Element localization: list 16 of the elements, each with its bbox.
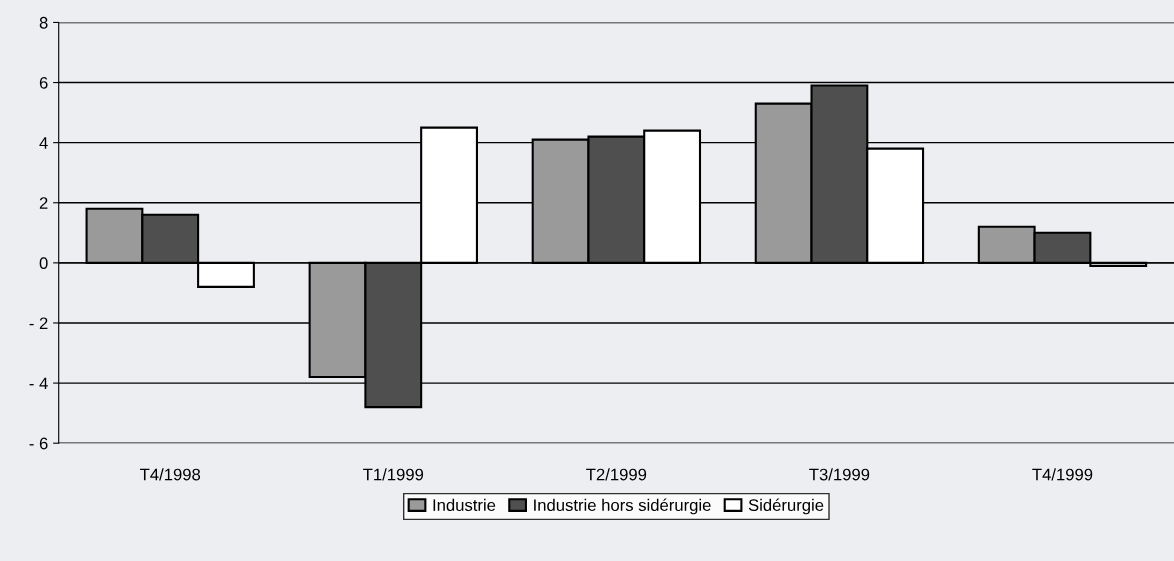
legend-label: Industrie hors sidérurgie xyxy=(534,498,711,515)
y-tick-label: 0 xyxy=(39,257,48,270)
x-tick-label: T1/1999 xyxy=(363,468,424,481)
y-tick-label: - 4 xyxy=(29,377,48,390)
y-tick-label: - 2 xyxy=(29,317,48,330)
y-tick-label: 2 xyxy=(39,197,48,209)
y-tick-label: - 6 xyxy=(29,437,48,450)
y-tick-label: 6 xyxy=(39,76,48,89)
legend-label: Sidérurgie xyxy=(748,498,824,515)
y-tick-label: 8 xyxy=(39,16,48,29)
y-tick-label: 4 xyxy=(39,137,48,149)
x-tick-label: T3/1999 xyxy=(809,468,870,481)
x-tick-label: T4/1998 xyxy=(140,468,201,481)
x-tick-label: T2/1999 xyxy=(586,468,647,481)
x-tick-label: T4/1999 xyxy=(1032,468,1093,481)
legend-label: Industrie xyxy=(433,498,496,512)
